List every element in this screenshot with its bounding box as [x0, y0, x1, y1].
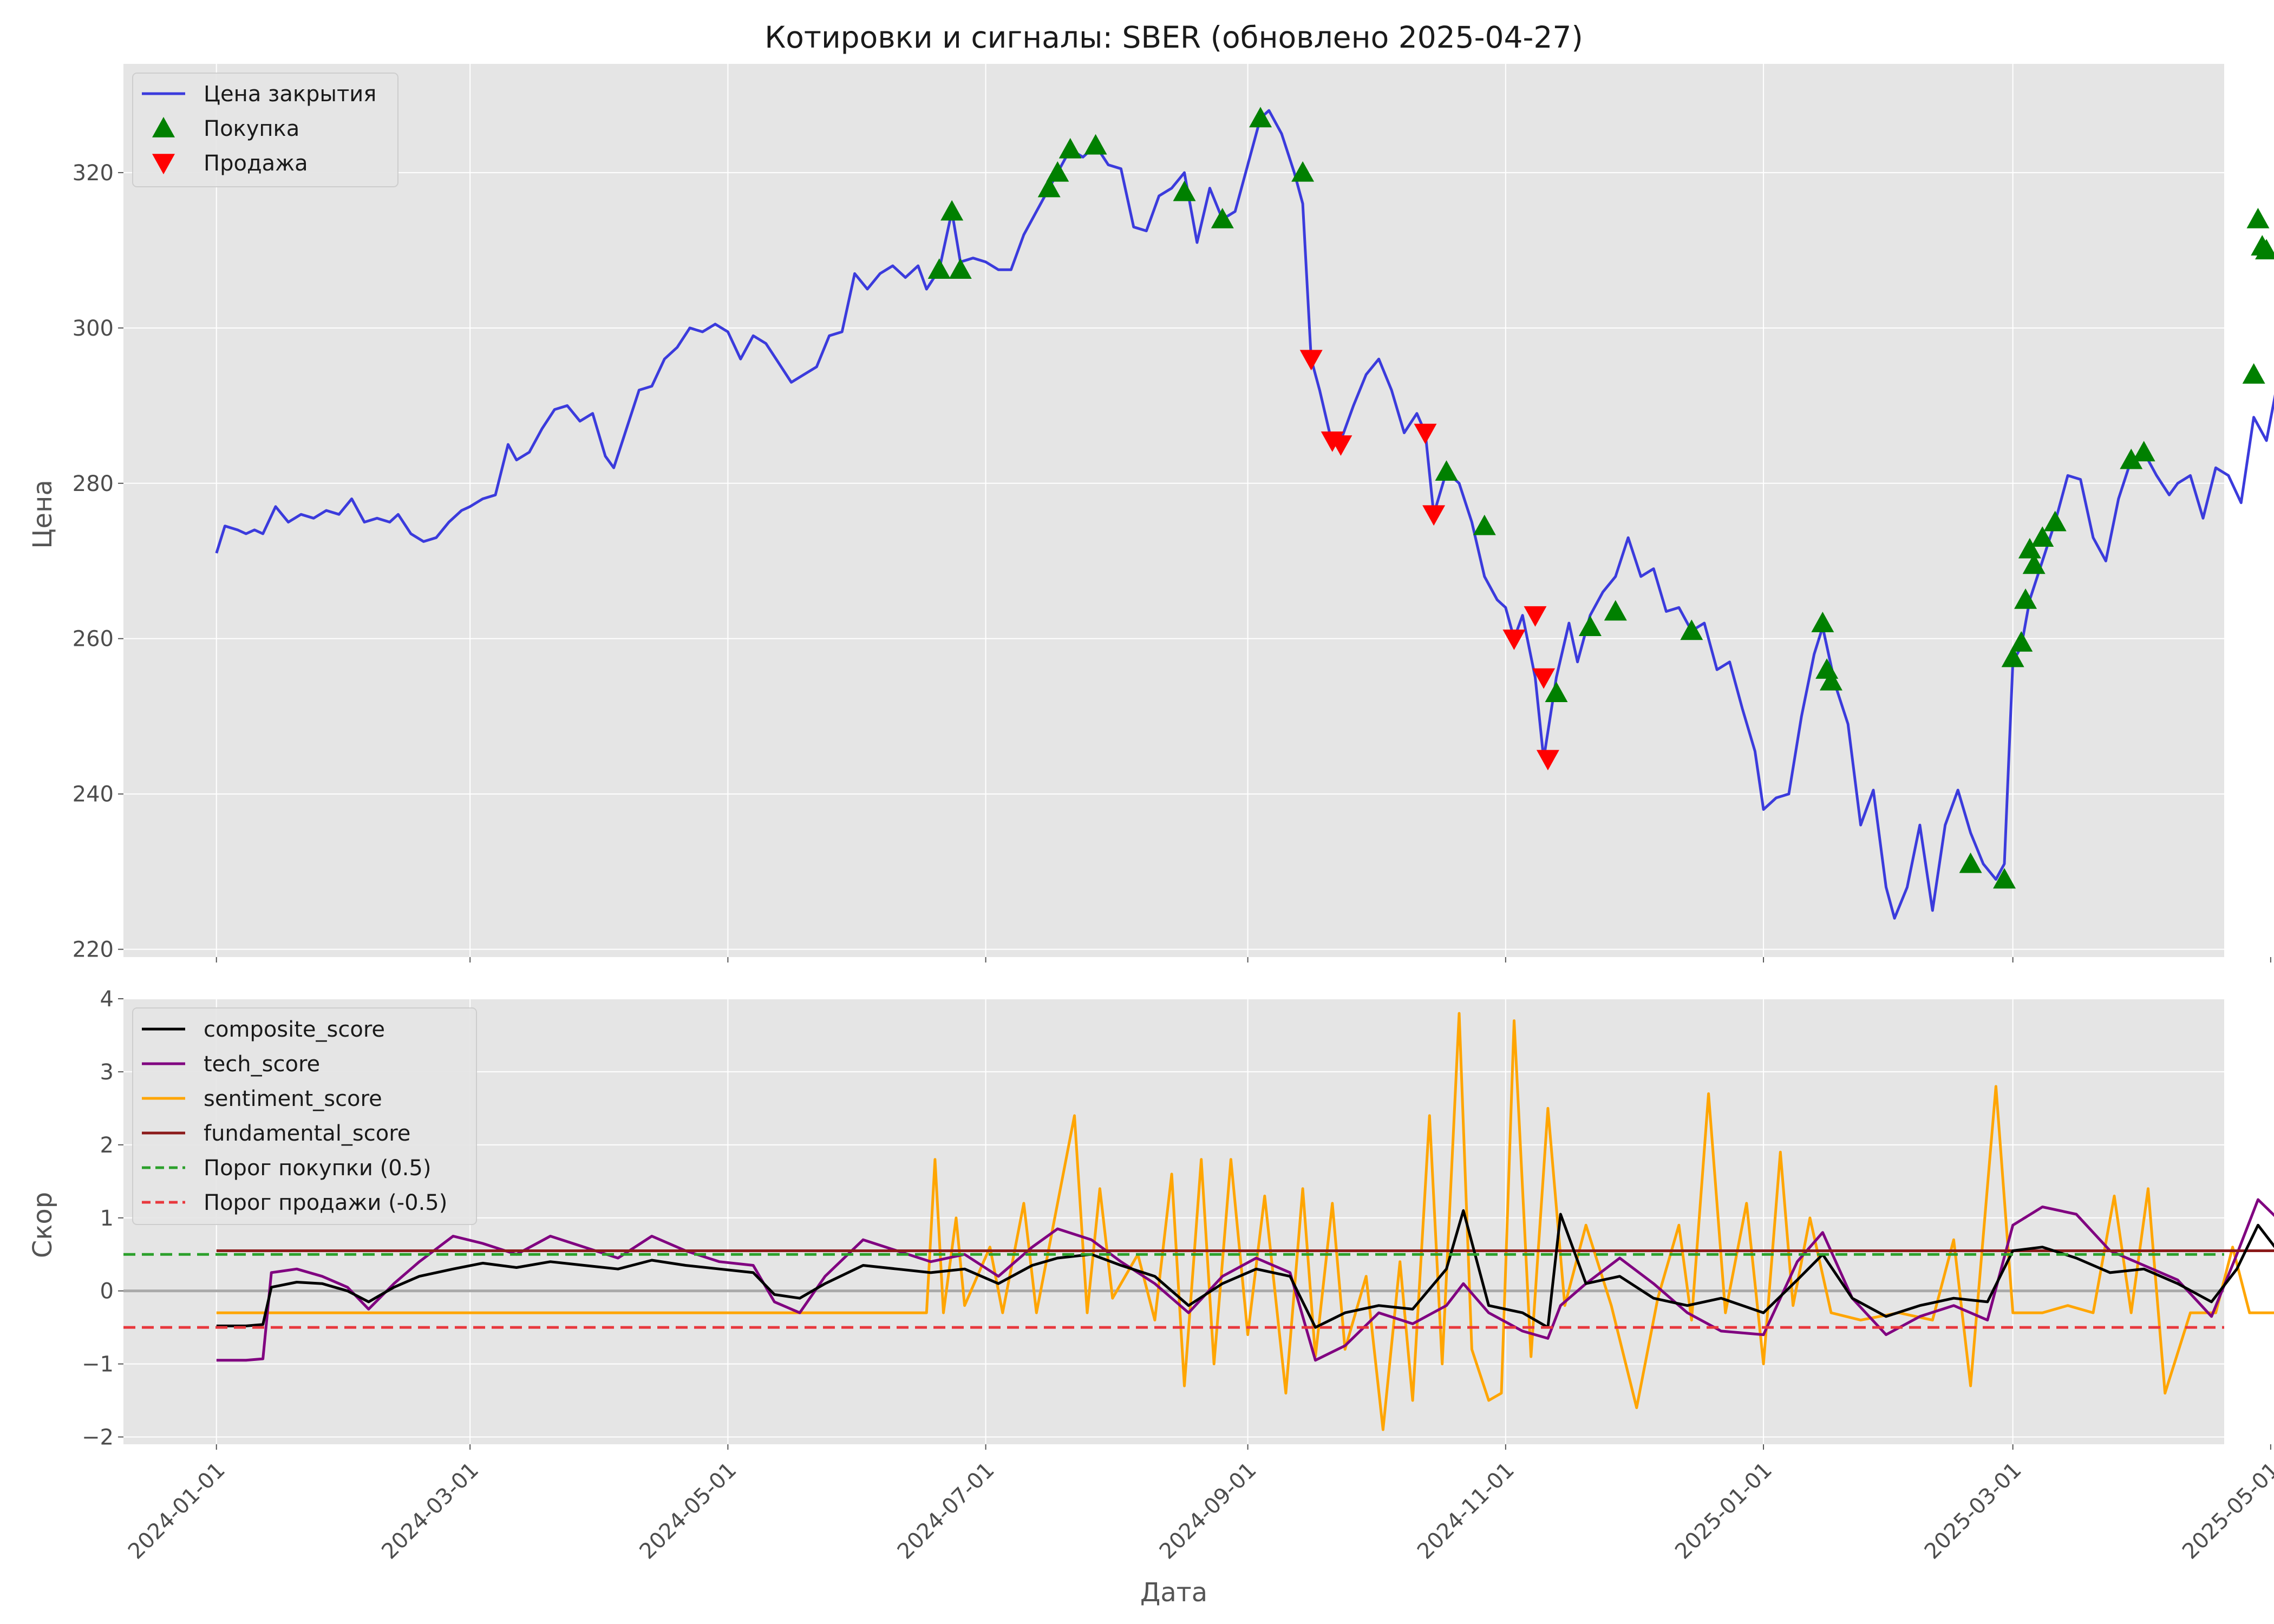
sell-marker [1414, 423, 1437, 444]
buy-marker [2246, 207, 2270, 228]
buy-marker [1604, 600, 1627, 621]
y-tick-label: 300 [73, 316, 114, 341]
score-legend-label: Порог покупки (0.5) [204, 1156, 431, 1181]
price-legend-label: Цена закрытия [204, 82, 376, 107]
buy-marker [1578, 615, 1602, 637]
score-legend-label: fundamental_score [204, 1121, 410, 1146]
tech-score-line [216, 1198, 2274, 1362]
buy-marker [1291, 161, 1315, 182]
composite-score-line [216, 1209, 2274, 1329]
price-legend-label: Продажа [204, 151, 308, 176]
buy-marker [2031, 526, 2054, 547]
y-tick-label: −1 [82, 1352, 114, 1377]
buy-marker [2022, 553, 2046, 574]
score-panel: −2 −1 0 1 2 3 4 composite_score tech_scoresentim… [82, 987, 2274, 1450]
close-price-line [215, 109, 2274, 920]
buy-marker [1173, 180, 1196, 201]
buy-marker [1811, 612, 1834, 632]
buy-marker [1473, 514, 1496, 535]
sell-marker [1329, 435, 1352, 456]
sell-marker [1299, 350, 1323, 371]
y-tick-label: 2 [100, 1133, 114, 1158]
score-legend-label: tech_score [204, 1052, 320, 1077]
buy-marker [1545, 682, 1568, 702]
score-legend: composite_score tech_score sentiment_score… [132, 1007, 477, 1225]
buy-marker [1249, 107, 1272, 128]
buy-marker [2120, 448, 2143, 469]
sell-marker [1502, 629, 1526, 650]
legend-marker-swatch [152, 154, 175, 174]
y-tick-label: 3 [100, 1060, 114, 1085]
buy-marker [927, 258, 951, 279]
score-legend-box [132, 1007, 477, 1225]
buy-marker [1959, 852, 1982, 873]
buy-marker [949, 258, 972, 279]
buy-marker [1819, 670, 1842, 691]
buy-marker [1046, 161, 1069, 182]
buy-marker [2014, 588, 2037, 609]
price-panel: 220 240 260 280 300 320 Цена закрытия Покупка Пр… [73, 64, 2274, 962]
sell-marker [1536, 750, 1559, 771]
buy-marker [2001, 646, 2024, 667]
buy-marker [2242, 363, 2265, 384]
buy-marker [2132, 441, 2155, 462]
sell-marker [1524, 606, 1547, 627]
chart-title: Котировки и сигналы: SBER (обновлено 202… [764, 20, 1583, 55]
y-tick-label: 320 [73, 161, 114, 186]
y-tick-label: 0 [100, 1279, 114, 1304]
sell-marker [1532, 668, 1556, 689]
sell-marker [1422, 505, 1446, 526]
buy-marker [1084, 134, 1107, 155]
score-legend-label: composite_score [204, 1017, 385, 1042]
buy-marker [1211, 207, 1234, 228]
y-tick-label: 1 [100, 1206, 114, 1231]
buy-marker [2018, 538, 2041, 559]
buy-marker [2010, 631, 2033, 652]
buy-marker [2043, 510, 2067, 532]
score-legend-label: Порог продажи (-0.5) [204, 1190, 447, 1215]
price-legend-box [132, 73, 398, 187]
price-legend: Цена закрытия Покупка Продажа [132, 73, 398, 187]
buy-marker [940, 200, 964, 221]
buy-marker [1037, 176, 1061, 198]
sentiment-score-line [216, 1012, 2274, 1431]
y-tick-label: 240 [73, 782, 114, 807]
price-y-axis-label: Цена [28, 480, 58, 549]
buy-marker [2255, 239, 2274, 260]
price-legend-label: Покупка [204, 116, 299, 141]
y-tick-label: 260 [73, 627, 114, 652]
buy-marker [1058, 137, 1082, 159]
y-tick-label: 280 [73, 472, 114, 496]
y-tick-label: −2 [82, 1425, 114, 1450]
score-y-axis-label: Скор [28, 1192, 58, 1258]
price-panel-background [123, 64, 2224, 957]
buy-marker [1680, 619, 1703, 640]
buy-marker [1993, 868, 2016, 889]
y-tick-label: 220 [73, 938, 114, 962]
score-legend-label: sentiment_score [204, 1086, 382, 1111]
buy-marker [1435, 460, 1458, 481]
legend-marker-swatch [152, 117, 175, 137]
y-tick-label: 4 [100, 987, 114, 1012]
x-axis-label: Дата [1140, 1577, 1207, 1608]
